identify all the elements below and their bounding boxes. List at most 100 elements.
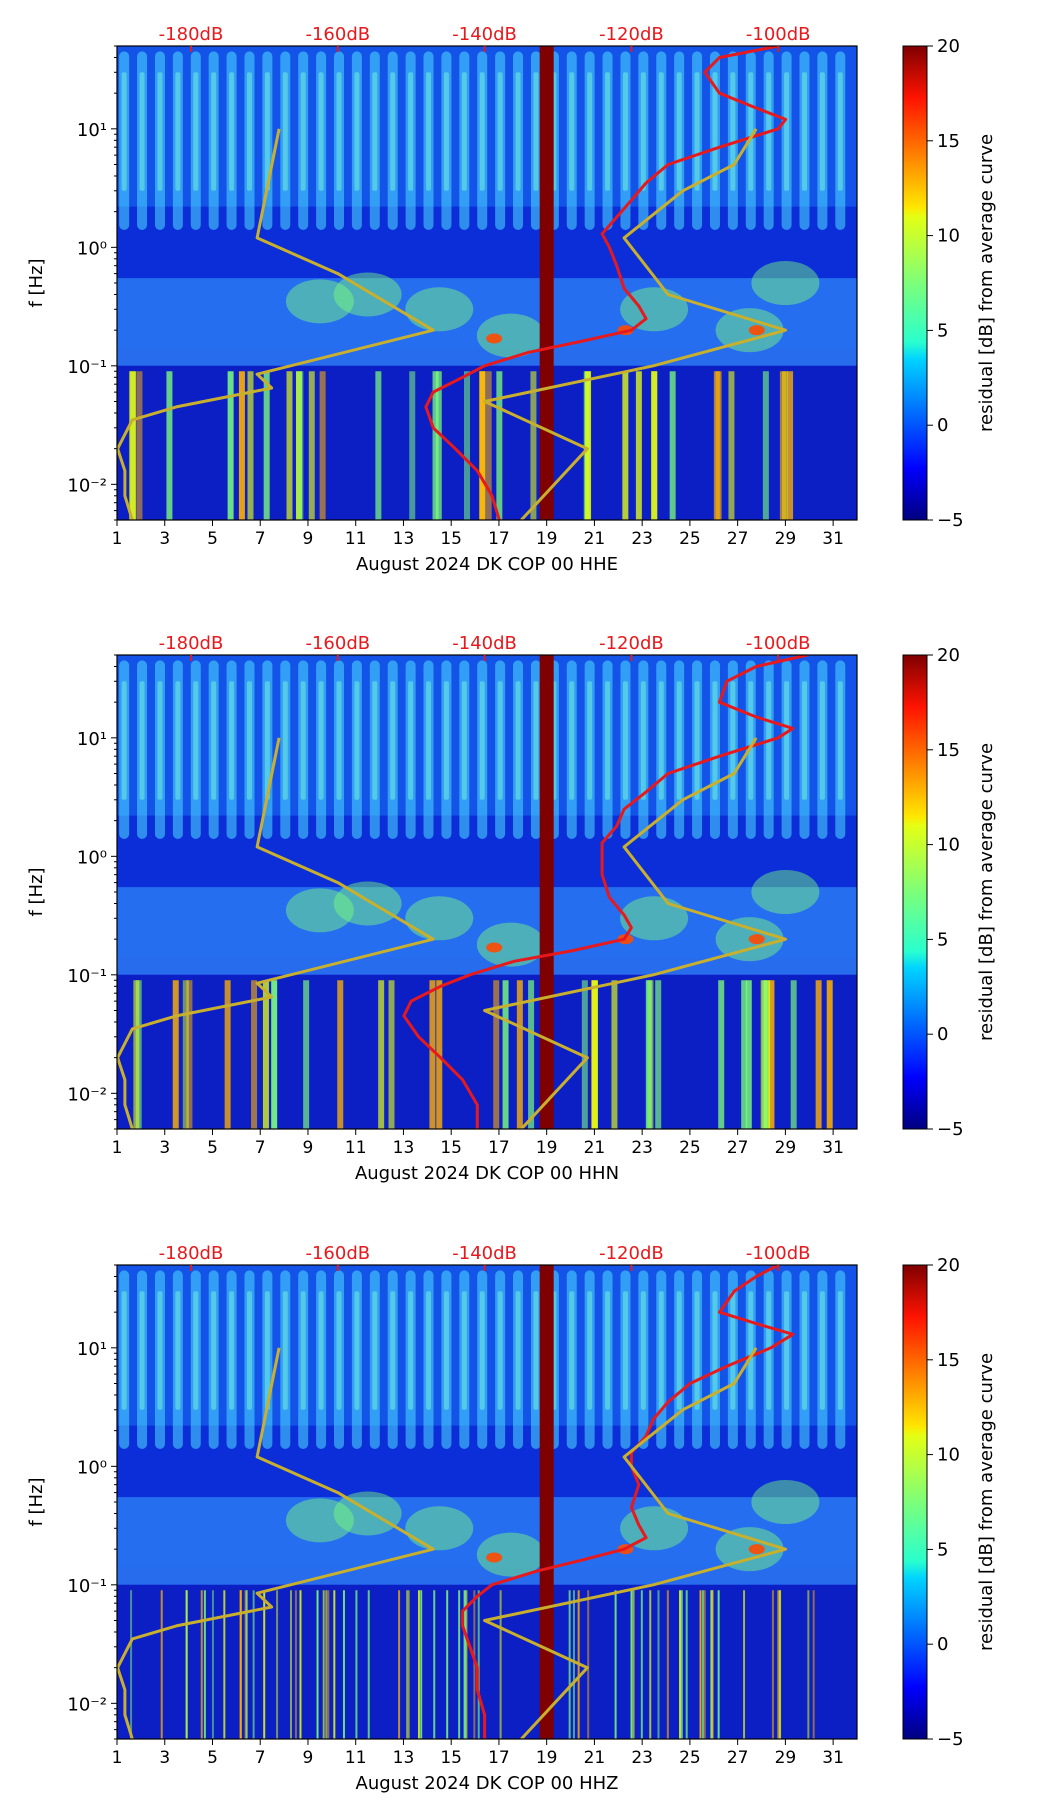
daily-noise-streak [602,660,613,840]
daily-noise-streak-core [676,681,682,800]
daily-noise-streak [495,1270,506,1450]
low-frequency-event [319,371,326,520]
daily-noise-streak [602,51,613,231]
daily-noise-streak [119,660,130,840]
daily-noise-streak [226,660,237,840]
daily-noise-streak [441,660,452,840]
daily-noise-streak-core [157,72,163,191]
station-psd-curve [461,1265,795,1739]
daily-noise-streak-core [801,72,807,191]
low-frequency-event [585,371,592,520]
x-tick-label: 3 [159,529,170,549]
daily-noise-streak [316,51,327,231]
daily-noise-streak [172,51,183,231]
daily-noise-streak [638,1270,649,1450]
daily-noise-streak [674,660,685,840]
microseism-patch [751,870,820,914]
daily-noise-streak-core [712,1291,718,1410]
daily-noise-streak-core [479,1291,485,1410]
daily-noise-streak [530,1270,541,1450]
top-db-label: -100dB [746,1243,811,1264]
daily-noise-streak-core [748,1291,754,1410]
daily-noise-streak-core [354,681,360,800]
daily-noise-streak-core [515,1291,521,1410]
daily-noise-streak-core [497,72,503,191]
x-tick-label: 15 [440,1748,462,1768]
daily-noise-streak-core [193,681,199,800]
y-tick-label: 10⁰ [77,1457,107,1478]
low-frequency-event [464,371,471,520]
colorbar-tick-label: −5 [937,1729,964,1750]
colorbar: 20 15 10 5 0 −5 residual [dB] from average cur… [902,1255,997,1750]
x-tick-label: 27 [727,1138,749,1158]
low-frequency-event [251,980,258,1129]
noise-model-curve [483,128,788,520]
colorbar-tick-label: 20 [937,36,960,57]
daily-noise-streak [763,51,774,231]
daily-noise-streak [280,660,291,840]
noise-model-curve [117,1347,435,1739]
low-frequency-event [710,1590,713,1739]
low-frequency-event [133,980,140,1129]
noise-model-curve [483,737,788,1129]
daily-noise-streak [709,660,720,840]
low-frequency-event [762,980,769,1129]
low-frequency-event [458,1590,461,1739]
low-frequency-event [777,1590,780,1739]
daily-noise-streak [119,51,130,231]
daily-noise-streak-core [819,72,825,191]
y-tick-label: 10⁻² [67,1084,107,1105]
top-db-label: -120dB [599,24,664,45]
low-frequency-event [568,1590,571,1739]
x-tick-label: 7 [255,529,266,549]
low-frequency-event [717,1590,720,1739]
daily-noise-streak-core [426,72,432,191]
x-tick-label: 1 [112,1138,123,1158]
microseism-patch [333,1491,402,1536]
colorbar-tick-label: 0 [937,1634,948,1655]
daily-noise-streak [620,1270,631,1450]
daily-noise-streak [244,51,255,231]
daily-noise-streak-core [605,1291,611,1410]
microseism-patch [476,1532,545,1577]
daily-noise-streak-core [748,681,754,800]
low-frequency-event [252,1590,255,1739]
daily-noise-streak [566,51,577,231]
daily-noise-streak-core [372,681,378,800]
x-tick-label: 23 [631,529,653,549]
y-tick-label: 10⁻¹ [67,966,107,987]
colorbar-tick-label: 5 [937,929,948,950]
daily-noise-streak-core [121,681,127,800]
daily-noise-streak [351,51,362,231]
low-frequency-event [496,371,503,520]
low-frequency-event [417,1590,420,1739]
daily-noise-streak [298,51,309,231]
low-frequency-event [203,1590,206,1739]
daily-noise-streak-core [622,1291,628,1410]
colorbar-tick-label: 10 [937,1445,960,1466]
daily-noise-streak [154,1270,165,1450]
low-frequency-event [771,1590,774,1739]
daily-noise-streak-core [193,1291,199,1410]
daily-noise-streak [351,1270,362,1450]
plot-area [117,1265,857,1739]
low-frequency-event [227,371,234,520]
daily-noise-streak [244,660,255,840]
daily-noise-streak [316,660,327,840]
daily-noise-streak [781,51,792,231]
x-tick-label: 19 [536,1748,558,1768]
daily-noise-streak-core [139,72,145,191]
x-axis-label: August 2024 DK COP 00 HHZ [356,1773,619,1794]
low-frequency-event [247,371,254,520]
low-frequency-event [826,980,833,1129]
daily-noise-streak-core [229,1291,235,1410]
x-tick-label: 11 [345,1138,367,1158]
x-tick-label: 13 [393,1748,415,1768]
x-tick-label: 7 [255,1748,266,1768]
daily-noise-streak [423,1270,434,1450]
low-frequency-event [238,371,245,520]
daily-noise-streak [208,660,219,840]
low-frequency-event [666,1590,669,1739]
